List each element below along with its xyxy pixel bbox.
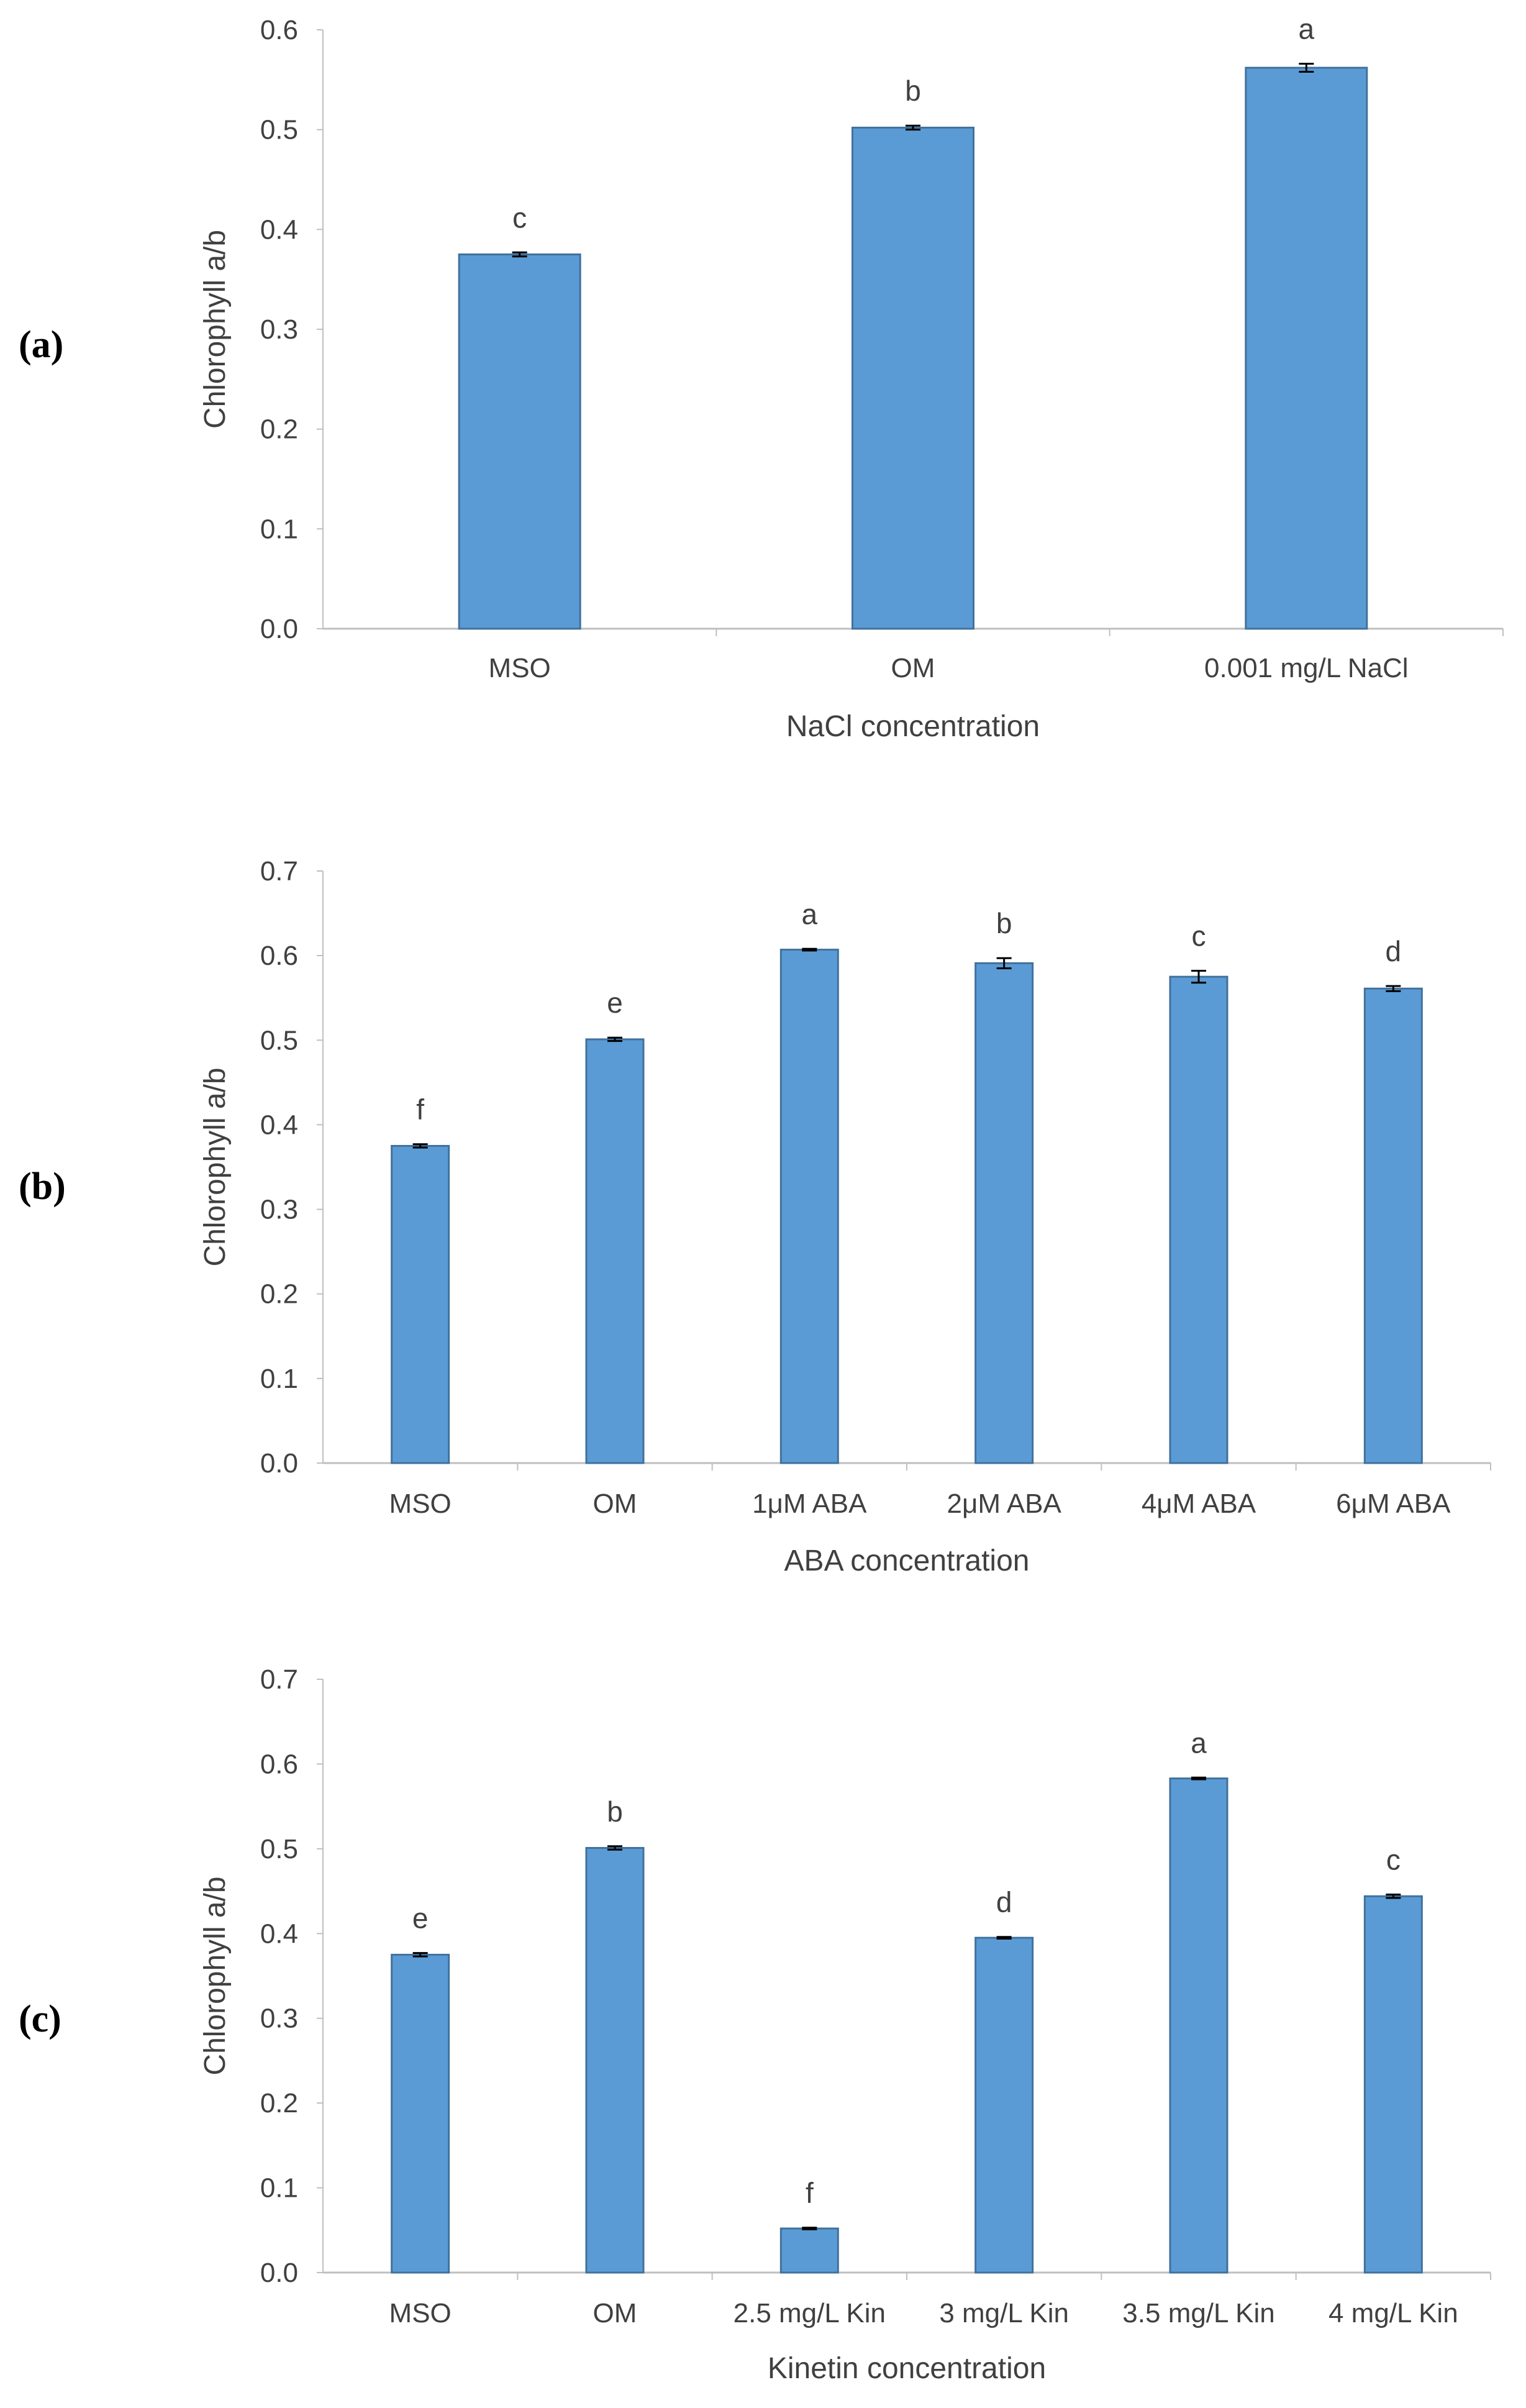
x-tick-label: MSO: [389, 1489, 452, 1519]
x-tick-label: 6μM ABA: [1336, 1489, 1451, 1519]
significance-letter: e: [412, 1902, 429, 1935]
bar: [779, 949, 839, 1464]
y-axis-title: Chlorophyll a/b: [199, 1876, 232, 2075]
significance-letter: b: [905, 75, 921, 107]
bar: [585, 1038, 645, 1464]
y-tick-label: 0.2: [260, 414, 298, 445]
significance-letter: a: [802, 898, 818, 930]
y-tick-label: 0.6: [260, 1749, 298, 1779]
y-tick-label: 0.6: [260, 941, 298, 971]
y-tick-label: 0.0: [260, 1448, 298, 1479]
y-tick-label: 0.4: [260, 1110, 298, 1140]
significance-letter: d: [996, 1886, 1012, 1918]
y-axis-title: Chlorophyll a/b: [199, 1067, 232, 1266]
x-tick-label: 4μM ABA: [1142, 1489, 1256, 1519]
y-tick-label: 0.4: [260, 214, 298, 245]
y-tick-label: 0.5: [260, 1025, 298, 1056]
bar: [974, 962, 1034, 1464]
y-tick-label: 0.5: [260, 1834, 298, 1864]
x-tick-label: 2.5 mg/L Kin: [733, 2298, 886, 2328]
bar: [852, 126, 974, 630]
x-tick-label: 3.5 mg/L Kin: [1122, 2298, 1274, 2328]
panel-b: (b) 0.0 0.1 0.2 0.3 0.4 0.5 0.6 0.7 Chlorophyll a…: [19, 856, 1491, 1577]
bar: [1169, 1777, 1229, 2274]
x-tick-label: 3 mg/L Kin: [939, 2298, 1069, 2328]
x-tick-label: MSO: [489, 653, 551, 683]
significance-letter: d: [1386, 935, 1402, 967]
y-tick-label: 0.1: [260, 2173, 298, 2204]
significance-letter: c: [512, 201, 527, 234]
panel-c: (c) 0.0 0.1 0.2 0.3 0.4 0.5 0.6 0.7 Chlorophyll a…: [19, 1664, 1491, 2385]
panel-label: (b): [19, 1165, 66, 1208]
significance-letter: f: [416, 1093, 424, 1126]
bar: [1169, 975, 1229, 1464]
y-tick-label: 0.3: [260, 2004, 298, 2034]
y-tick-label: 0.5: [260, 115, 298, 145]
y-tick-label: 0.3: [260, 314, 298, 345]
y-tick-label: 0.0: [260, 614, 298, 644]
bar: [391, 1953, 450, 2274]
panel-label: (c): [19, 1998, 61, 2040]
bar: [779, 2227, 839, 2274]
y-tick-label: 0.7: [260, 1664, 298, 1695]
bar: [1363, 987, 1423, 1464]
significance-letter: a: [1191, 1726, 1207, 1759]
x-axis-title: ABA concentration: [784, 1544, 1030, 1577]
significance-letter: b: [607, 1795, 623, 1828]
x-axis-title: Kinetin concentration: [768, 2352, 1046, 2385]
bar: [974, 1936, 1034, 2274]
y-tick-label: 0.0: [260, 2258, 298, 2288]
x-tick-label: OM: [593, 1489, 637, 1519]
significance-letter: e: [607, 987, 623, 1019]
bar: [458, 253, 581, 630]
y-tick-label: 0.2: [260, 2088, 298, 2118]
significance-letter: c: [1386, 1844, 1401, 1876]
panel-label: (a): [19, 324, 63, 366]
panel-a: (a) 0.0 0.1 0.2 0.3 0.4 0.5 0.6 Chlorophyll a/b N…: [19, 13, 1504, 743]
y-tick-label: 0.2: [260, 1279, 298, 1310]
y-tick-label: 0.4: [260, 1918, 298, 1949]
x-axis-title: NaCl concentration: [786, 710, 1040, 743]
y-axis-title: Chlorophyll a/b: [199, 230, 232, 429]
bar: [1245, 66, 1368, 630]
y-tick-label: 0.7: [260, 856, 298, 887]
y-tick-label: 0.6: [260, 15, 298, 45]
x-tick-label: 4 mg/L Kin: [1328, 2298, 1458, 2328]
x-tick-label: MSO: [389, 2298, 452, 2328]
y-tick-label: 0.1: [260, 514, 298, 544]
bar: [585, 1846, 645, 2274]
significance-letter: f: [806, 2177, 814, 2209]
bar: [1363, 1895, 1423, 2274]
y-tick-label: 0.1: [260, 1364, 298, 1394]
x-tick-label: 1μM ABA: [752, 1489, 867, 1519]
significance-letter: a: [1299, 13, 1315, 45]
x-tick-label: 2μM ABA: [947, 1489, 1062, 1519]
significance-letter: b: [996, 907, 1012, 939]
x-tick-label: OM: [891, 653, 935, 683]
y-tick-label: 0.3: [260, 1195, 298, 1225]
bar: [391, 1144, 450, 1464]
x-tick-label: 0.001 mg/L NaCl: [1204, 653, 1409, 683]
x-tick-label: OM: [593, 2298, 637, 2328]
significance-letter: c: [1192, 920, 1206, 952]
